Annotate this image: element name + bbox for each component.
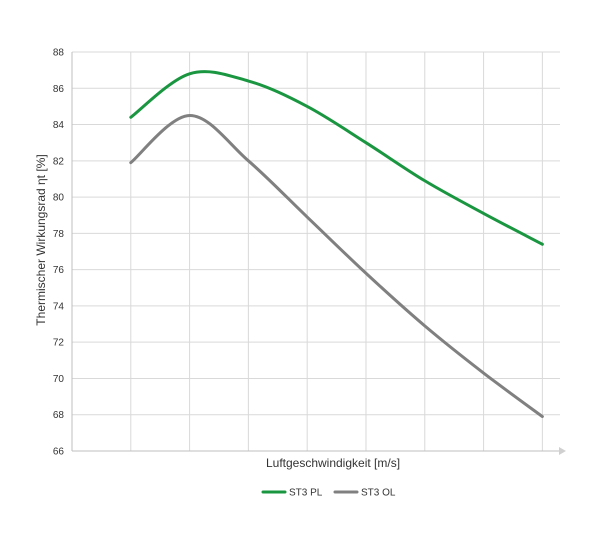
x-axis-label: Luftgeschwindigkeit [m/s]	[266, 456, 400, 470]
series-lines	[129, 70, 544, 419]
legend-label-2: ST3 OL	[361, 488, 396, 499]
axes	[71, 52, 566, 455]
y-tick-label: 74	[53, 301, 65, 312]
y-tick-label: 70	[53, 374, 65, 385]
y-tick-labels: 66 68 70 72 74 76 78 80 82 84 86 88	[53, 48, 65, 458]
y-tick-label: 84	[53, 120, 65, 131]
y-tick-label: 68	[53, 410, 65, 421]
series-line-2	[129, 113, 544, 419]
y-tick-label: 66	[53, 447, 65, 458]
y-axis-label: Thermischer Wirkungsrad ηt [%]	[34, 154, 48, 325]
y-tick-label: 80	[53, 193, 65, 204]
x-axis-arrow	[559, 447, 566, 455]
legend-label-1: ST3 PL	[289, 488, 323, 499]
y-tick-label: 82	[53, 156, 65, 167]
y-tick-label: 86	[53, 84, 65, 95]
series-line-1	[129, 70, 544, 246]
y-tick-label: 88	[53, 48, 65, 59]
legend: ST3 PL ST3 OL	[261, 488, 396, 499]
y-tick-label: 78	[53, 229, 65, 240]
y-tick-label: 72	[53, 338, 65, 349]
y-tick-label: 76	[53, 265, 65, 276]
